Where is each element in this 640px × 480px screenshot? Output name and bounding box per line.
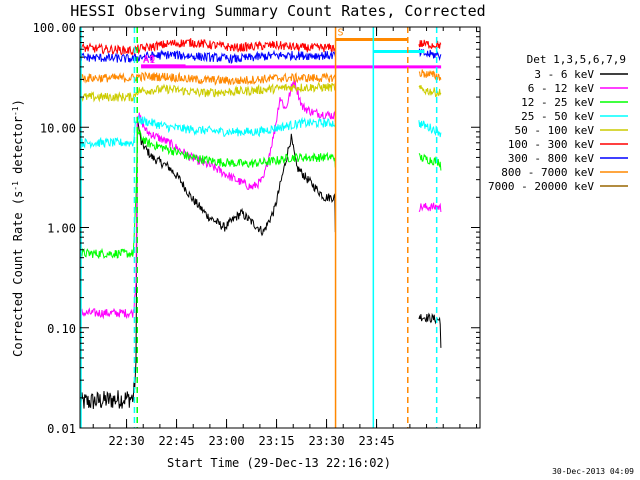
chart-title: HESSI Observing Summary Count Rates, Cor… bbox=[70, 2, 485, 20]
legend-title: Det 1,3,5,6,7,9 bbox=[527, 53, 626, 66]
legend-label: 12 - 25 keV bbox=[521, 96, 594, 109]
generation-timestamp: 30-Dec-2013 04:09 bbox=[552, 467, 634, 476]
x-axis-label: Start Time (29-Dec-13 22:16:02) bbox=[167, 456, 391, 470]
y-axis-label-part3: ) bbox=[11, 99, 25, 106]
flag-label-a1: A1 bbox=[143, 55, 155, 66]
legend-label: 6 - 12 keV bbox=[528, 82, 595, 95]
legend-label: 800 - 7000 keV bbox=[501, 166, 594, 179]
series-line-300-800-kev bbox=[79, 49, 336, 65]
y-tick-label: 0.01 bbox=[47, 422, 76, 436]
y-tick-label: 10.00 bbox=[40, 121, 76, 135]
series-line-3-6-kev bbox=[79, 120, 336, 410]
x-tick-label: 23:15 bbox=[258, 434, 294, 448]
series-line-50-100-kev bbox=[79, 81, 336, 103]
flag-label-a0: A0 bbox=[143, 54, 155, 65]
y-tick-label: 0.10 bbox=[47, 322, 76, 336]
y-tick-label: 1.00 bbox=[47, 222, 76, 236]
y-axis-label-sup2: -1 bbox=[11, 106, 20, 116]
axis-layer: 0.01 0.10 1.00 10.00 100.00 22:30 22:45 23:00 23… bbox=[33, 21, 480, 448]
series-line-12-25-kev bbox=[79, 129, 336, 260]
series-line-100-300-kev bbox=[79, 38, 336, 56]
x-tick-label: 23:00 bbox=[208, 434, 244, 448]
data-layer bbox=[79, 38, 442, 410]
legend-label: 7000 - 20000 keV bbox=[488, 180, 594, 193]
x-tick-label: 23:30 bbox=[308, 434, 344, 448]
legend-label: 3 - 6 keV bbox=[534, 68, 594, 81]
marker-layer bbox=[80, 27, 438, 428]
x-tick-label: 22:45 bbox=[158, 434, 194, 448]
y-axis-label-part2: detector bbox=[11, 116, 25, 181]
y-axis-label-sup1: -1 bbox=[11, 181, 20, 191]
series-line-800-7000-kev bbox=[79, 71, 336, 86]
y-axis-label: Corrected Count Rate (s-1 detector-1) bbox=[11, 99, 25, 357]
y-tick-label: 100.00 bbox=[33, 21, 76, 35]
legend-label: 25 - 50 keV bbox=[521, 110, 594, 123]
legend-label: 50 - 100 keV bbox=[515, 124, 595, 137]
x-tick-label: 23:45 bbox=[358, 434, 394, 448]
series-line-6-12-kev bbox=[79, 79, 336, 320]
flag-label-s: S bbox=[338, 28, 344, 39]
legend-label: 300 - 800 keV bbox=[508, 152, 594, 165]
y-axis-label-part1: Corrected Count Rate (s bbox=[11, 191, 25, 357]
legend-label: 100 - 300 keV bbox=[508, 138, 594, 151]
x-tick-label: 22:30 bbox=[108, 434, 144, 448]
series-line-25-50-kev bbox=[79, 115, 336, 150]
